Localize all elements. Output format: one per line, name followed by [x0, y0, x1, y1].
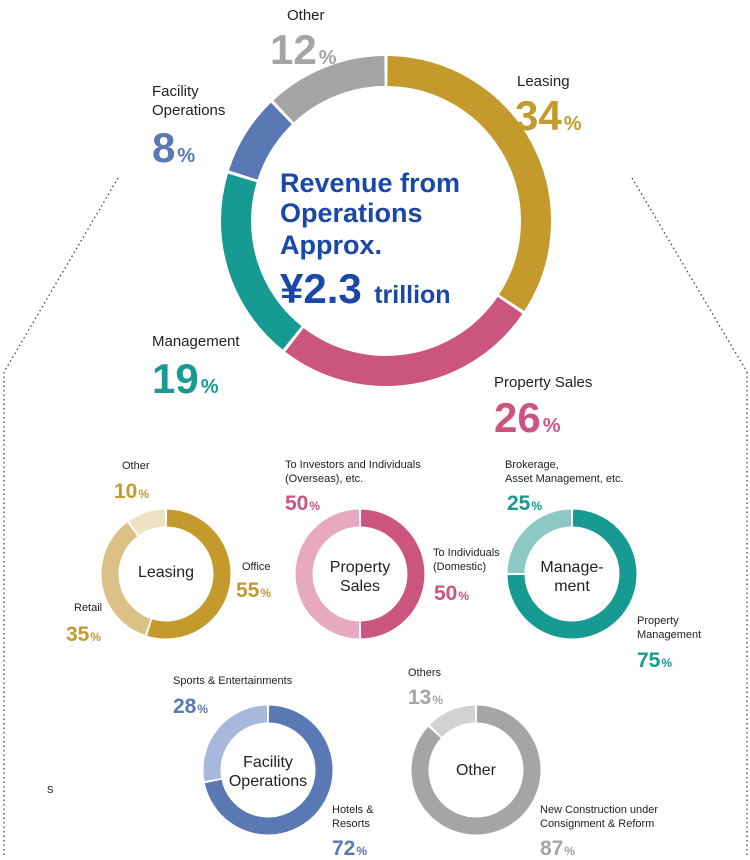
title-facility-2: Operations — [229, 773, 307, 790]
pct-fac-sports: 28% — [173, 695, 208, 718]
sales-slice-to-individuals-domestic — [360, 509, 425, 639]
pct-oth-others: 13% — [408, 686, 443, 709]
pct-leasing-office: 55% — [236, 579, 271, 602]
sales-slice-to-investors-and-individuals-overseas-etc — [295, 509, 360, 639]
label-leasing-office: Office — [242, 561, 271, 573]
mgmt-slice-brokerage-asset-management-etc — [507, 509, 572, 574]
label-mgmt-pm-1: Property — [637, 615, 679, 627]
title-property-sales-1: Property — [330, 559, 390, 576]
facility-slice-sports-entertainments — [203, 705, 268, 781]
pct-facility: 8% — [152, 124, 195, 171]
other-slice-others — [429, 705, 476, 738]
pct-management-value: 19 — [152, 355, 199, 402]
pct-fac-hotels: 72% — [332, 837, 367, 860]
leasing-slice-other — [129, 509, 166, 536]
pct-leasing-other: 10% — [114, 480, 149, 503]
pct-oth-new: 87% — [540, 837, 575, 860]
label-fac-sports: Sports & Entertainments — [173, 675, 293, 687]
sub-donuts — [101, 509, 637, 835]
label-leasing-retail: Retail — [74, 602, 102, 614]
label-oth-others: Others — [408, 667, 442, 679]
title-property-sales-2: Sales — [340, 578, 380, 595]
main-slice-leasing — [387, 56, 551, 312]
title-leasing: Leasing — [138, 564, 194, 581]
label-sales-domestic-2: (Domestic) — [433, 561, 486, 573]
mgmt-slice-property-management — [507, 509, 637, 639]
sub-donut-titles: Leasing Property Sales Manage- ment Faci… — [138, 559, 604, 790]
label-property-sales: Property Sales — [494, 374, 592, 391]
pct-sales-overseas: 50% — [285, 492, 320, 515]
label-mgmt-brokerage-2: Asset Management, etc. — [505, 473, 624, 485]
label-facility-2: Operations — [152, 102, 225, 119]
pct-property-sales-value: 26 — [494, 394, 541, 441]
label-mgmt-pm-2: Management — [637, 629, 701, 641]
label-sales-domestic-1: To Individuals — [433, 547, 500, 559]
main-slice-management — [221, 173, 302, 350]
center-amount: ¥2.3 — [280, 265, 362, 312]
pct-leasing-value: 34 — [515, 92, 562, 139]
label-leasing-other: Other — [122, 460, 150, 472]
center-unit: trillion — [374, 281, 450, 309]
pct-facility-value: 8 — [152, 124, 175, 171]
pct-mgmt-pm: 75% — [637, 649, 672, 672]
label-facility-1: Facility — [152, 83, 199, 100]
title-facility-1: Facility — [243, 754, 293, 771]
label-other: Other — [287, 7, 325, 24]
center-line-1: Revenue from — [280, 168, 460, 198]
title-management-1: Manage- — [540, 559, 603, 576]
connector-left — [3, 177, 119, 373]
label-oth-new-1: New Construction under — [540, 804, 658, 816]
main-slice-property-sales — [285, 296, 523, 386]
pct-other: 12% — [270, 26, 337, 73]
stray-glyph: s — [47, 781, 54, 796]
main-donut-center: Revenue from Operations Approx. ¥2.3 tri… — [280, 168, 460, 312]
label-leasing: Leasing — [517, 73, 570, 90]
pct-property-sales: 26% — [494, 394, 561, 441]
label-fac-hotels-1: Hotels & — [332, 804, 374, 816]
leasing-slice-retail — [101, 522, 151, 635]
pct-leasing: 34% — [515, 92, 582, 139]
other-slice-new-construction-under-consignment-reform — [411, 705, 541, 835]
sub-labels: Other 10% Office 55% Retail 35% To Inves… — [66, 459, 701, 860]
center-line-3: Approx. — [280, 230, 382, 260]
label-management: Management — [152, 333, 240, 350]
label-sales-overseas-2: (Overseas), etc. — [285, 473, 363, 485]
facility-slice-hotels-resorts — [204, 705, 333, 835]
pct-leasing-retail: 35% — [66, 623, 101, 646]
label-mgmt-brokerage-1: Brokerage, — [505, 459, 559, 471]
title-management-2: ment — [554, 578, 590, 595]
center-amount-line: ¥2.3 trillion — [280, 265, 451, 312]
pct-mgmt-brokerage: 25% — [507, 492, 542, 515]
pct-sales-domestic: 50% — [434, 582, 469, 605]
main-labels: Other 12% Leasing 34% Facility Operation… — [152, 7, 592, 441]
label-oth-new-2: Consignment & Reform — [540, 818, 654, 830]
pct-management: 19% — [152, 355, 219, 402]
main-donut — [221, 56, 551, 386]
pct-other-value: 12 — [270, 26, 317, 73]
leasing-slice-office — [147, 509, 231, 639]
connector-lines — [3, 177, 748, 858]
connector-right — [631, 177, 748, 373]
center-line-2: Operations — [280, 198, 423, 228]
label-sales-overseas-1: To Investors and Individuals — [285, 459, 421, 471]
main-slice-other — [273, 56, 386, 123]
title-other: Other — [456, 762, 497, 779]
main-slice-facility-operations — [228, 102, 293, 180]
label-fac-hotels-2: Resorts — [332, 818, 370, 830]
